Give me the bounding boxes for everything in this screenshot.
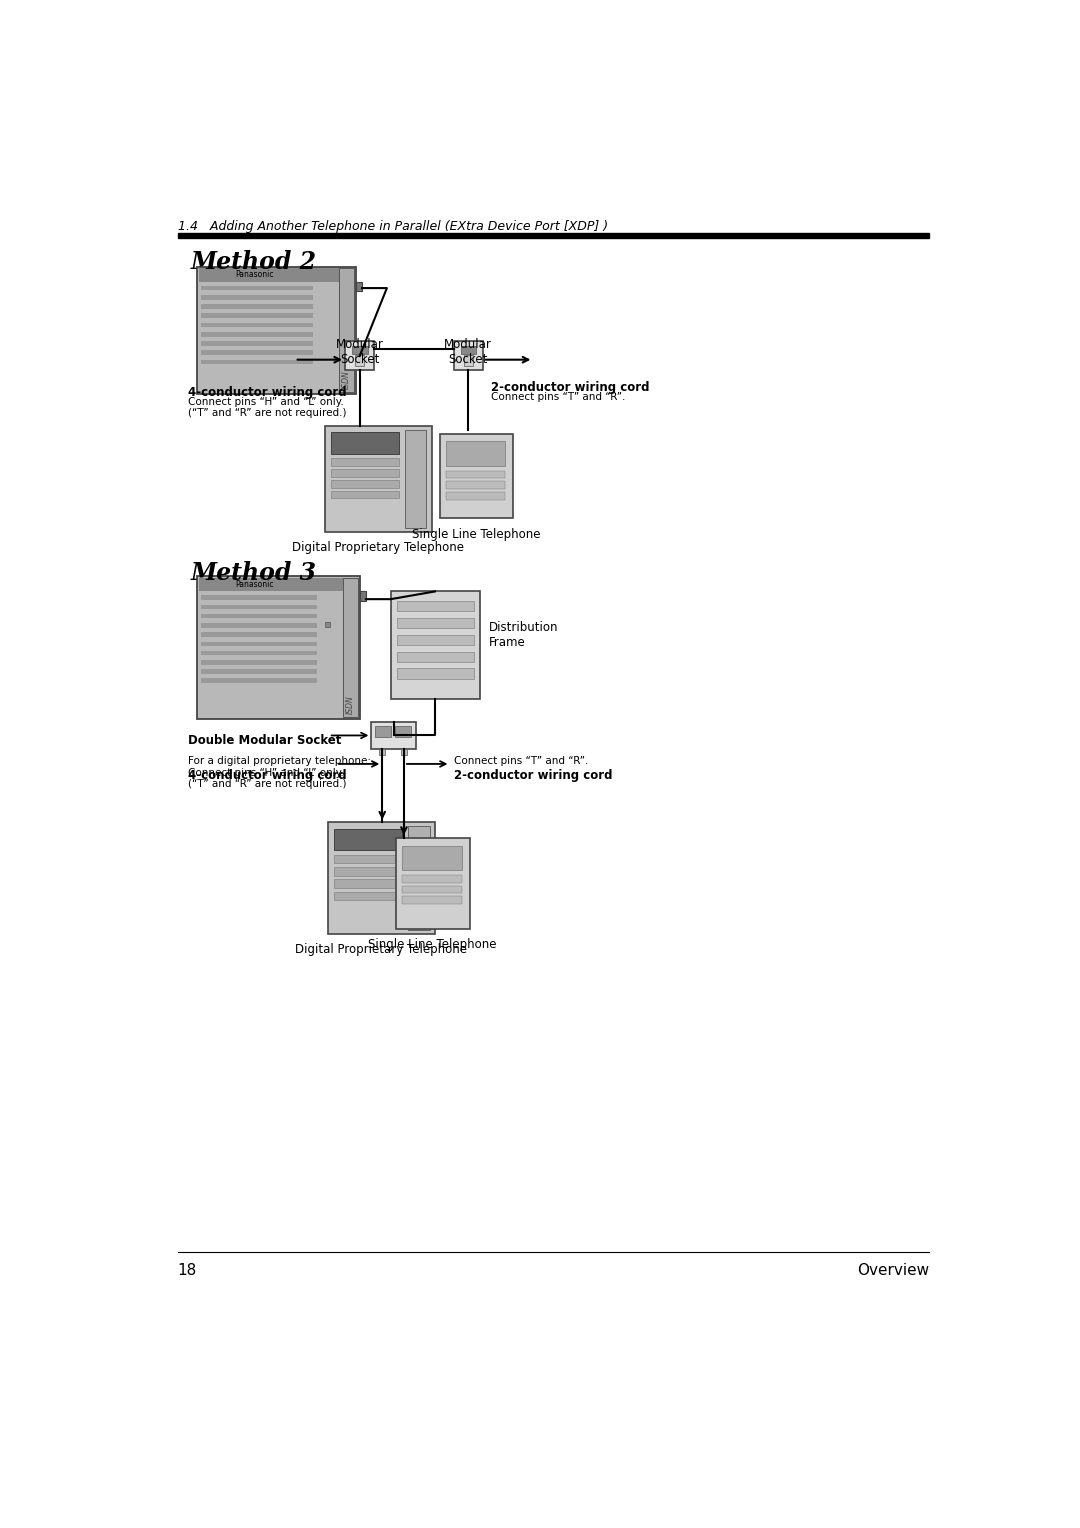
Bar: [332, 490, 400, 498]
Bar: [440, 434, 513, 518]
Bar: [446, 492, 505, 500]
Bar: [201, 678, 318, 683]
Bar: [334, 892, 403, 900]
Bar: [328, 822, 435, 934]
Bar: [397, 651, 474, 662]
Bar: [454, 341, 483, 370]
Bar: [201, 350, 313, 354]
Text: Connect pins “H” and “L” only.
(“T” and “R” are not required.): Connect pins “H” and “L” only. (“T” and …: [188, 397, 347, 419]
Bar: [401, 749, 407, 755]
Bar: [201, 642, 318, 646]
Bar: [360, 591, 366, 601]
Text: Digital Proprietary Telephone: Digital Proprietary Telephone: [293, 541, 464, 555]
Text: Panasonic: Panasonic: [235, 270, 274, 280]
Bar: [201, 322, 313, 327]
Bar: [332, 480, 400, 487]
Bar: [199, 267, 354, 283]
Bar: [375, 726, 391, 736]
Bar: [463, 354, 473, 365]
Bar: [201, 332, 313, 336]
Bar: [460, 345, 476, 353]
Text: 4-conductor wiring cord: 4-conductor wiring cord: [188, 769, 347, 781]
Bar: [201, 669, 318, 674]
Text: 1.4   Adding Another Telephone in Parallel (EXtra Device Port [XDP] ): 1.4 Adding Another Telephone in Parallel…: [177, 220, 608, 234]
Text: 4-conductor wiring cord: 4-conductor wiring cord: [188, 387, 347, 399]
Text: Single Line Telephone: Single Line Telephone: [411, 527, 540, 541]
Bar: [397, 617, 474, 628]
Text: Distribution
Frame: Distribution Frame: [489, 620, 558, 649]
Bar: [403, 845, 462, 871]
Bar: [352, 345, 367, 353]
Text: Modular
Socket: Modular Socket: [336, 338, 383, 367]
Bar: [396, 837, 470, 929]
Bar: [201, 623, 318, 628]
Text: 2-conductor wiring cord: 2-conductor wiring cord: [490, 382, 649, 394]
Bar: [446, 471, 505, 478]
Bar: [332, 458, 400, 466]
Bar: [332, 432, 400, 454]
Text: Single Line Telephone: Single Line Telephone: [368, 938, 497, 950]
Bar: [403, 897, 462, 905]
Bar: [325, 622, 329, 626]
Bar: [177, 234, 930, 238]
Bar: [379, 749, 386, 755]
Text: ISDN: ISDN: [342, 370, 351, 390]
Bar: [372, 723, 416, 749]
Bar: [408, 827, 430, 931]
Bar: [201, 295, 313, 299]
Bar: [197, 576, 360, 718]
Bar: [201, 359, 313, 364]
Bar: [334, 854, 403, 863]
Text: ISDN: ISDN: [346, 695, 355, 714]
Bar: [201, 614, 318, 619]
Text: 2-conductor wiring cord: 2-conductor wiring cord: [455, 769, 612, 781]
Bar: [397, 634, 474, 645]
Bar: [325, 426, 432, 532]
Bar: [334, 880, 403, 888]
Bar: [201, 286, 313, 290]
Text: Double Modular Socket: Double Modular Socket: [188, 733, 341, 747]
Bar: [201, 633, 318, 637]
Bar: [397, 601, 474, 611]
Text: Overview: Overview: [858, 1264, 930, 1277]
Bar: [197, 266, 356, 394]
Bar: [201, 605, 318, 610]
Bar: [391, 591, 480, 700]
Text: For a digital proprietary telephone:
Connect pins “H” and “L” only.
(“T” and “R”: For a digital proprietary telephone: Con…: [188, 756, 370, 790]
Bar: [395, 726, 410, 736]
Bar: [334, 866, 403, 876]
Bar: [332, 469, 400, 477]
Bar: [201, 596, 318, 601]
Bar: [334, 828, 403, 850]
Text: Modular
Socket: Modular Socket: [444, 338, 492, 367]
Bar: [355, 354, 364, 365]
Bar: [403, 886, 462, 894]
Text: Panasonic: Panasonic: [235, 581, 274, 588]
Bar: [446, 442, 505, 466]
Bar: [397, 668, 474, 680]
Text: Connect pins “T” and “R”.: Connect pins “T” and “R”.: [490, 393, 625, 402]
Text: Method 3: Method 3: [191, 561, 316, 585]
Bar: [201, 660, 318, 665]
Bar: [446, 481, 505, 489]
Bar: [405, 429, 427, 529]
Bar: [199, 578, 359, 591]
Bar: [345, 341, 375, 370]
Bar: [201, 313, 313, 318]
Text: Connect pins “T” and “R”.: Connect pins “T” and “R”.: [455, 756, 589, 766]
Text: Method 2: Method 2: [191, 249, 316, 274]
Bar: [403, 876, 462, 883]
Bar: [339, 267, 354, 393]
Bar: [201, 304, 313, 309]
Text: Digital Proprietary Telephone: Digital Proprietary Telephone: [296, 943, 468, 957]
Text: 18: 18: [177, 1264, 197, 1277]
Bar: [201, 651, 318, 656]
Bar: [356, 283, 362, 292]
Bar: [342, 578, 359, 717]
Bar: [201, 341, 313, 345]
